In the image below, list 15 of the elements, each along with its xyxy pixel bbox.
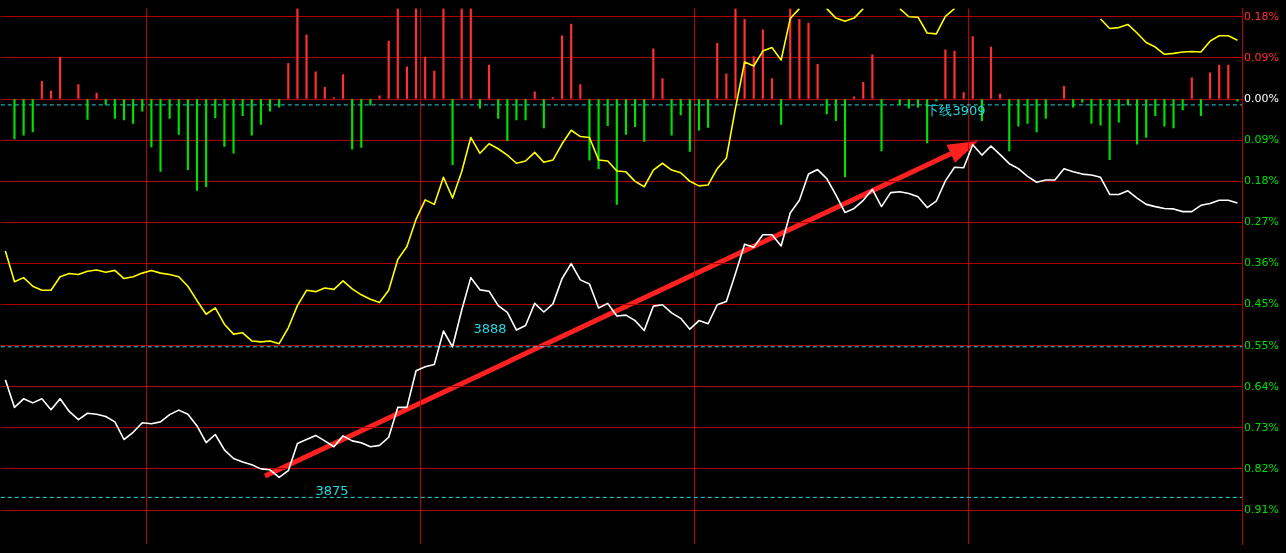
y-tick-label: 0.18% bbox=[1244, 174, 1279, 188]
y-tick-label: 0.00% bbox=[1244, 91, 1279, 105]
y-tick-label: 0.27% bbox=[1244, 215, 1279, 229]
y-tick-label: 0.09% bbox=[1244, 132, 1279, 146]
y-tick-label: 0.91% bbox=[1244, 502, 1279, 516]
y-tick-label: 0.36% bbox=[1244, 256, 1279, 270]
y-tick-label: 0.82% bbox=[1244, 461, 1279, 475]
y-tick-label: 0.45% bbox=[1244, 297, 1279, 311]
annotation: 3875 bbox=[315, 483, 349, 499]
annotation: 3888 bbox=[473, 321, 507, 337]
y-tick-label: 0.09% bbox=[1244, 50, 1279, 64]
y-tick-label: 0.73% bbox=[1244, 420, 1279, 434]
y-tick-label: 0.64% bbox=[1244, 379, 1279, 393]
y-tick-label: 0.18% bbox=[1244, 9, 1279, 23]
y-tick-label: 0.55% bbox=[1244, 338, 1279, 352]
